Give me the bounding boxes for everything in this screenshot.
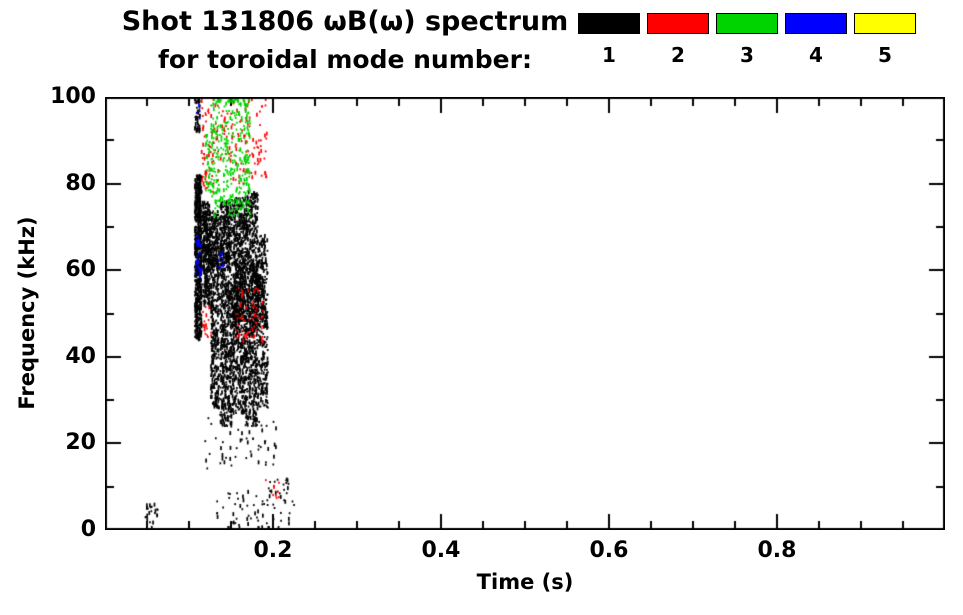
y-axis-title: Frequency (kHz) xyxy=(15,216,39,410)
legend-entry: 2 xyxy=(647,13,709,65)
legend-color-swatch xyxy=(647,13,709,34)
x-tick-label: 0.2 xyxy=(253,538,293,563)
x-tick-label: 0.6 xyxy=(589,538,629,563)
y-tick-label: 100 xyxy=(50,84,96,109)
legend-color-swatch xyxy=(716,13,778,34)
plot-canvas xyxy=(105,97,945,530)
legend-entry: 4 xyxy=(785,13,847,65)
legend-color-swatch xyxy=(578,13,640,34)
x-tick-label: 0.8 xyxy=(757,538,797,563)
chart-subtitle: for toroidal mode number: xyxy=(158,45,532,74)
legend-color-swatch xyxy=(854,13,916,34)
legend-color-swatch xyxy=(785,13,847,34)
legend-entry: 3 xyxy=(716,13,778,65)
y-tick-label: 80 xyxy=(65,170,96,196)
y-tick-label: 40 xyxy=(65,343,96,369)
legend-label: 2 xyxy=(671,43,685,67)
chart-title: Shot 131806 ωB(ω) spectrum xyxy=(121,6,569,37)
x-axis-title: Time (s) xyxy=(476,570,574,594)
x-tick-label: 0.4 xyxy=(421,538,461,563)
y-tick-label: 60 xyxy=(65,257,96,283)
legend-label: 3 xyxy=(740,43,754,67)
legend-label: 1 xyxy=(602,43,616,67)
legend-label: 5 xyxy=(878,43,892,67)
legend-entry: 5 xyxy=(854,13,916,65)
y-tick-label: 20 xyxy=(65,430,96,456)
y-tick-label: 0 xyxy=(80,517,96,542)
mode-number-legend: 1 2 3 4 5 xyxy=(578,13,916,65)
legend-entry: 1 xyxy=(578,13,640,65)
legend-label: 4 xyxy=(809,43,823,67)
